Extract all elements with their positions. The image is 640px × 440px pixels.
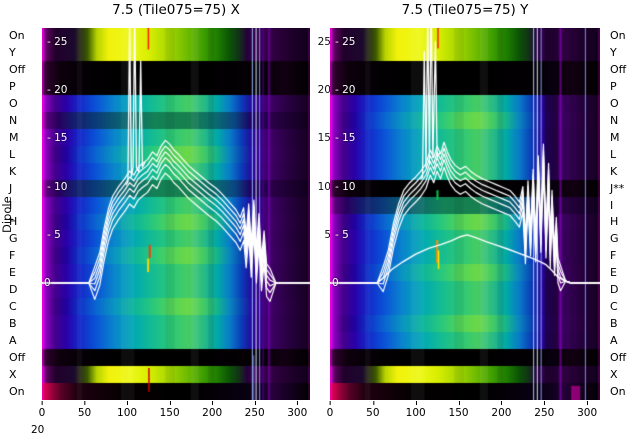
x-tick-label: 150 [448,401,469,419]
db-scale-label-right: 15 [317,132,331,145]
row-label: D [610,283,619,297]
dipole-row-labels-right: On Y Off P O N M L K J** I H G F E D C B A Off X On [610,28,640,400]
x-tick-label: 0 [326,401,334,419]
row-label: F [610,249,617,263]
row-label: X [9,367,17,381]
heatmap-x-canvas [42,28,310,400]
row-label: M [9,130,19,144]
x-tick-label: 50 [366,401,380,419]
row-label: Off [610,350,627,364]
x-tick-label: 100 [405,401,426,419]
row-label: Y [9,46,16,60]
row-label: B [9,316,17,330]
db-scale-label-right: 20 [317,84,331,97]
row-label: O [9,97,18,111]
row-label: M [610,130,620,144]
row-label: F [9,249,16,263]
row-label: Off [610,63,627,77]
heatmap-y-canvas [330,28,600,400]
row-label: J** [610,181,625,195]
x-tick-label: 150 [159,401,180,419]
row-label: N [9,114,18,127]
row-label: D [9,283,18,297]
row-label: Off [9,350,26,364]
db-scale-label-right: 10 [317,180,331,193]
x-tick-label: 200 [202,401,223,419]
row-label: J [9,181,13,195]
row-label: O [610,97,619,111]
x-tick-label: 50 [77,401,92,419]
panel-x: 7.5 (Tile075=75) X - 25- 20- 15- 10- 5 25… [39,2,331,419]
row-label: K [610,164,618,178]
row-label: K [9,164,17,178]
row-label: E [610,266,617,280]
row-label: G [610,232,619,246]
panel-y-title: 7.5 (Tile075=75) Y [401,2,529,18]
row-label: P [610,80,617,94]
row-label: On [9,29,25,43]
x-tick-label: 250 [244,401,265,419]
x-tick-label: 300 [287,401,308,419]
row-label: E [9,266,16,280]
row-label: L [610,147,617,161]
row-label: On [610,29,626,43]
panel-x-xaxis: 0 50 100 150 200 250 300 [38,400,310,426]
row-label: A [610,333,618,347]
row-label: Off [9,63,26,77]
row-label: C [610,300,618,313]
x-tick-label: 300 [577,401,598,419]
x-tick-label: 200 [491,401,512,419]
row-label: P [9,80,16,94]
stray-label: 20 [31,424,45,436]
x-tick-label: 0 [38,401,46,419]
row-label: B [610,316,618,330]
row-label: G [9,232,18,246]
row-label: C [9,300,17,313]
panel-x-title: 7.5 (Tile075=75) X [112,2,240,18]
x-tick-label: 250 [534,401,555,419]
panel-y-xaxis: 0 50 100 150 200 250 300 [326,400,600,426]
dipole-row-labels-left: On Y Off P O N M L K J I H G F E D C B A Off X On [9,28,39,400]
row-label: H [9,215,18,229]
row-label: X [610,367,618,381]
row-label: A [9,333,17,347]
row-label: I [610,198,614,212]
row-label: H [610,215,619,229]
row-label: N [610,114,619,127]
db-scale-label-right: 25 [317,35,331,48]
row-label: Y [610,46,617,60]
row-label: L [9,147,16,161]
x-tick-label: 100 [117,401,138,419]
row-label: I [9,198,13,212]
row-label: On [9,384,25,398]
row-label: On [610,384,626,398]
